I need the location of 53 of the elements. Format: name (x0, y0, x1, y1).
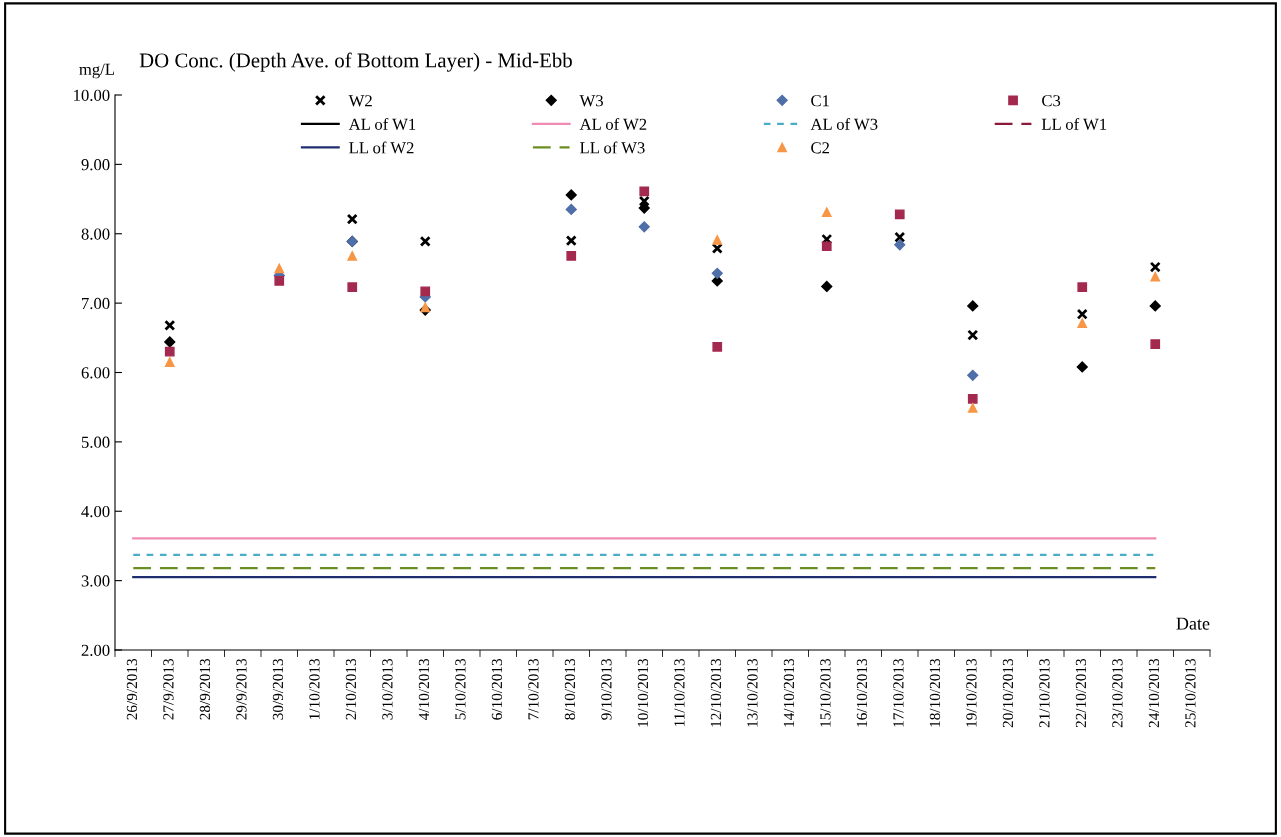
x-tick-label: 19/10/2013 (966, 658, 977, 727)
legend-label: W2 (348, 95, 372, 107)
x-tick-label: 13/10/2013 (747, 658, 758, 727)
legend-label: W3 (579, 95, 603, 107)
x-tick-label: 16/10/2013 (856, 658, 868, 727)
x-tick-label: 23/10/2013 (1112, 658, 1123, 728)
x-tick-label: 11/10/2013 (674, 658, 685, 727)
x-tick-label: 4/10/2013 (418, 658, 430, 720)
y-tick-label: 6.00 (81, 367, 110, 379)
x-tick-label: 6/10/2013 (491, 658, 503, 720)
legend-label: C2 (811, 142, 830, 154)
x-tick-label: 15/10/2013 (820, 658, 831, 727)
x-tick-label: 12/10/2013 (710, 658, 722, 727)
x-tick-label: 2/10/2013 (345, 658, 357, 720)
y-tick-label: 7.00 (82, 297, 110, 310)
y-tick-label: 10.00 (74, 89, 110, 102)
x-tick-label: 14/10/2013 (783, 658, 795, 727)
x-tick-label: 5/10/2013 (455, 658, 466, 720)
x-tick-label: 10/10/2013 (637, 658, 649, 727)
x-tick-label: 17/10/2013 (893, 658, 904, 727)
x-tick-label: 26/9/2013 (126, 658, 138, 720)
legend-label: AL of W2 (579, 118, 647, 130)
y-tick-label: 8.00 (81, 228, 110, 240)
x-tick-label: 29/9/2013 (236, 658, 247, 720)
x-tick-label: 7/10/2013 (528, 658, 539, 720)
y-tick-label: 2.00 (81, 644, 110, 657)
x-tick-label: 24/10/2013 (1148, 658, 1160, 728)
x-tick-label: 30/9/2013 (272, 658, 284, 720)
y-tick-label: 4.00 (81, 505, 110, 518)
legend-label: AL of W3 (810, 118, 878, 130)
x-tick-label: 1/10/2013 (309, 658, 320, 719)
legend-label: C3 (1042, 95, 1061, 107)
y-tick-label: 5.00 (81, 436, 110, 448)
x-tick-label: 21/10/2013 (1039, 658, 1050, 728)
x-tick-label: 22/10/2013 (1075, 658, 1087, 728)
x-tick-label: 3/10/2013 (382, 658, 393, 720)
x-tick-label: 9/10/2013 (601, 658, 612, 720)
legend-label: AL of W1 (348, 118, 416, 130)
x-axis-title: Date (1176, 617, 1210, 630)
x-tick-label: 28/9/2013 (199, 658, 211, 720)
x-tick-label: 8/10/2013 (564, 658, 576, 720)
y-axis-title: mg/L (79, 63, 114, 79)
x-tick-label: 20/10/2013 (1002, 658, 1014, 728)
y-tick-label: 3.00 (81, 575, 110, 587)
x-tick-label: 18/10/2013 (929, 658, 941, 727)
x-tick-label: 27/9/2013 (163, 658, 174, 720)
y-tick-label: 9.00 (81, 159, 110, 171)
chart-title: DO Conc. (Depth Ave. of Bottom Layer) - Mid-Ebb (139, 52, 572, 72)
legend-label: C1 (811, 95, 829, 107)
legend-label: LL of W3 (580, 141, 645, 154)
legend-label: LL of W1 (1041, 118, 1107, 130)
x-tick-label: 25/10/2013 (1185, 658, 1196, 728)
legend-label: LL of W2 (349, 141, 414, 154)
